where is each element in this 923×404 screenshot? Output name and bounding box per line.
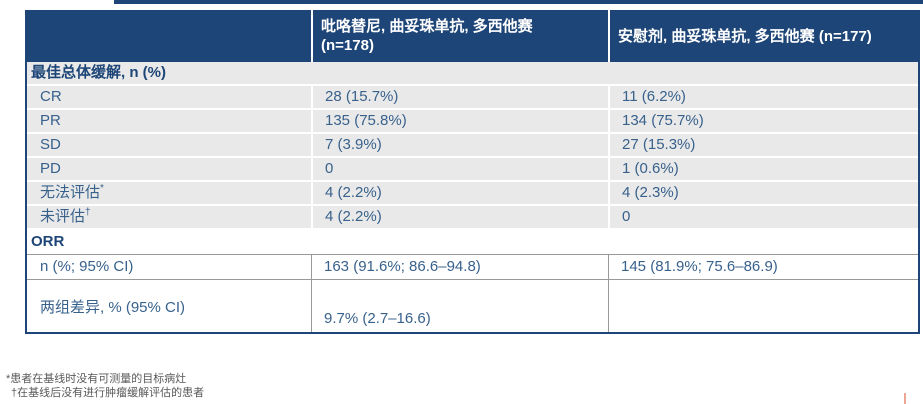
cell-value-arm2: 134 (75.7%) xyxy=(608,110,918,132)
footnotes-block: *患者在基线时没有可测量的目标病灶 †在基线后没有进行肿瘤缓解评估的患者 xyxy=(6,372,204,400)
row-label: n (%; 95% CI) xyxy=(27,255,311,279)
row-label: 两组差异, % (95% CI) xyxy=(27,280,311,332)
cell-value-arm1: 9.7% (2.7–16.6) xyxy=(311,280,608,332)
cell-value-arm2: 145 (81.9%; 75.6–86.9) xyxy=(608,255,918,279)
row-label: PR xyxy=(27,110,311,132)
cell-value-arm2: 1 (0.6%) xyxy=(608,158,918,180)
row-label: 未评估† xyxy=(27,206,311,228)
efficacy-results-table: 吡咯替尼, 曲妥珠单抗, 多西他赛 (n=178) 安慰剂, 曲妥珠单抗, 多西… xyxy=(25,10,920,334)
header-cell-pyrotinib-arm: 吡咯替尼, 曲妥珠单抗, 多西他赛 (n=178) xyxy=(311,10,608,62)
footnote-marker-asterisk: * xyxy=(100,183,104,194)
footnote-asterisk: *患者在基线时没有可测量的目标病灶 xyxy=(6,373,187,385)
table-row-pr: PR 135 (75.8%) 134 (75.7%) xyxy=(27,110,918,132)
footnote-dagger: †在基线后没有进行肿瘤缓解评估的患者 xyxy=(11,387,205,399)
cell-value-arm1: 0 xyxy=(311,158,608,180)
row-label: CR xyxy=(27,86,311,108)
section-header-best-overall-response: 最佳总体缓解, n (%) xyxy=(27,62,918,84)
row-label-text: SD xyxy=(40,136,61,153)
cell-value-arm1: 7 (3.9%) xyxy=(311,134,608,156)
row-label: SD xyxy=(27,134,311,156)
section-header-orr: ORR xyxy=(27,230,918,254)
cell-value-arm2: 11 (6.2%) xyxy=(608,86,918,108)
table-row-sd: SD 7 (3.9%) 27 (15.3%) xyxy=(27,134,918,156)
table-row-group-difference: 两组差异, % (95% CI) 9.7% (2.7–16.6) xyxy=(27,280,918,332)
row-label-text: 两组差异, % (95% CI) xyxy=(40,298,186,316)
row-label-text: 未评估 xyxy=(40,208,86,225)
table-header-row: 吡咯替尼, 曲妥珠单抗, 多西他赛 (n=178) 安慰剂, 曲妥珠单抗, 多西… xyxy=(27,10,918,62)
row-label-text: 无法评估 xyxy=(40,184,101,201)
row-label-text: CR xyxy=(40,88,62,105)
row-label: PD xyxy=(27,158,311,180)
cell-value-arm1: 4 (2.2%) xyxy=(311,182,608,204)
header-arm2-line1: 安慰剂, 曲妥珠单抗, 多西他赛 (n=177) xyxy=(618,27,872,45)
cell-value-arm2: 27 (15.3%) xyxy=(608,134,918,156)
table-row-not-evaluable: 无法评估* 4 (2.2%) 4 (2.3%) xyxy=(27,182,918,204)
table-row-pd: PD 0 1 (0.6%) xyxy=(27,158,918,180)
footnote-marker-dagger: † xyxy=(85,207,91,218)
cell-value-arm1: 135 (75.8%) xyxy=(311,110,608,132)
cell-value-arm2 xyxy=(608,280,918,332)
cell-value-text: 9.7% (2.7–16.6) xyxy=(324,310,431,327)
row-label-text: PR xyxy=(40,112,61,129)
table-row-cr: CR 28 (15.7%) 11 (6.2%) xyxy=(27,86,918,108)
row-label-text: PD xyxy=(40,160,61,177)
top-divider-line xyxy=(114,0,923,4)
table-row-not-assessed: 未评估† 4 (2.2%) 0 xyxy=(27,206,918,228)
cell-value-arm1: 28 (15.7%) xyxy=(311,86,608,108)
header-arm1-line2: (n=178) xyxy=(321,37,374,54)
header-cell-placebo-arm: 安慰剂, 曲妥珠单抗, 多西他赛 (n=177) xyxy=(608,10,918,62)
cell-value-arm2: 0 xyxy=(608,206,918,228)
cell-value-arm1: 163 (91.6%; 86.6–94.8) xyxy=(311,255,608,279)
table-row-orr-ci: n (%; 95% CI) 163 (91.6%; 86.6–94.8) 145… xyxy=(27,254,918,280)
header-arm1-line1: 吡咯替尼, 曲妥珠单抗, 多西他赛 xyxy=(321,18,533,35)
row-label: 无法评估* xyxy=(27,182,311,204)
cell-value-arm1: 4 (2.2%) xyxy=(311,206,608,228)
cursor-tick xyxy=(904,393,906,404)
header-cell-empty xyxy=(27,31,311,41)
cell-value-arm2: 4 (2.3%) xyxy=(608,182,918,204)
